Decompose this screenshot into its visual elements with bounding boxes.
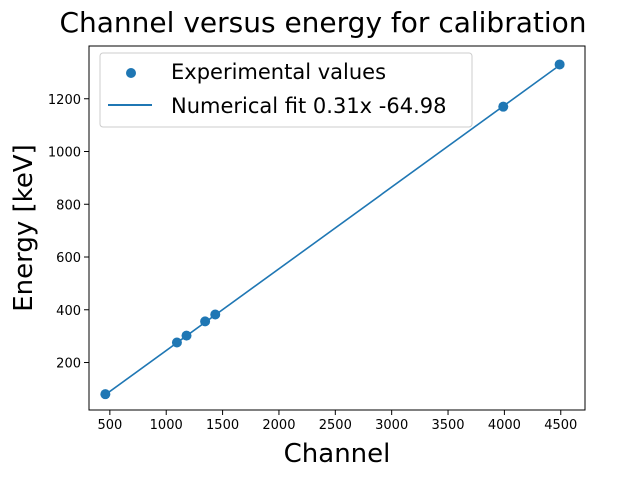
y-tick-label: 1000 — [48, 146, 81, 161]
chart-title: Channel versus energy for calibration — [59, 6, 586, 39]
data-point — [498, 101, 509, 112]
legend-marker-scatter — [126, 68, 136, 78]
data-point — [554, 59, 565, 70]
x-tick-label: 500 — [97, 418, 122, 433]
y-tick-label: 200 — [56, 357, 81, 372]
data-point — [171, 337, 182, 348]
plot-marks — [100, 59, 565, 400]
x-tick-label: 1000 — [150, 418, 183, 433]
x-tick-label: 2500 — [319, 418, 352, 433]
x-tick-label: 2000 — [262, 418, 295, 433]
data-point — [181, 330, 192, 341]
y-tick-label: 1200 — [48, 93, 81, 108]
x-tick-label: 3000 — [375, 418, 408, 433]
x-tick-label: 1500 — [206, 418, 239, 433]
legend: Experimental values Numerical fit 0.31x … — [99, 52, 473, 128]
x-axis-ticks: 500 1000 1500 2000 2500 3000 3500 4000 4500 — [97, 410, 577, 433]
x-tick-label: 4500 — [544, 418, 577, 433]
x-tick-label: 3500 — [431, 418, 464, 433]
y-tick-label: 600 — [56, 251, 81, 266]
y-tick-label: 800 — [56, 198, 81, 213]
y-axis-ticks: 200 400 600 800 1000 1200 — [48, 93, 89, 372]
data-point — [100, 389, 111, 400]
legend-label-experimental: Experimental values — [171, 60, 386, 84]
x-axis-label: Channel — [284, 439, 391, 469]
plot-frame — [88, 45, 586, 411]
x-tick-label: 4000 — [488, 418, 521, 433]
data-point — [210, 309, 221, 320]
legend-box — [99, 52, 473, 128]
data-point — [200, 316, 211, 327]
legend-label-fit: Numerical fit 0.31x -64.98 — [171, 94, 446, 118]
y-axis-label: Energy [keV] — [9, 144, 39, 312]
y-tick-label: 400 — [56, 304, 81, 319]
